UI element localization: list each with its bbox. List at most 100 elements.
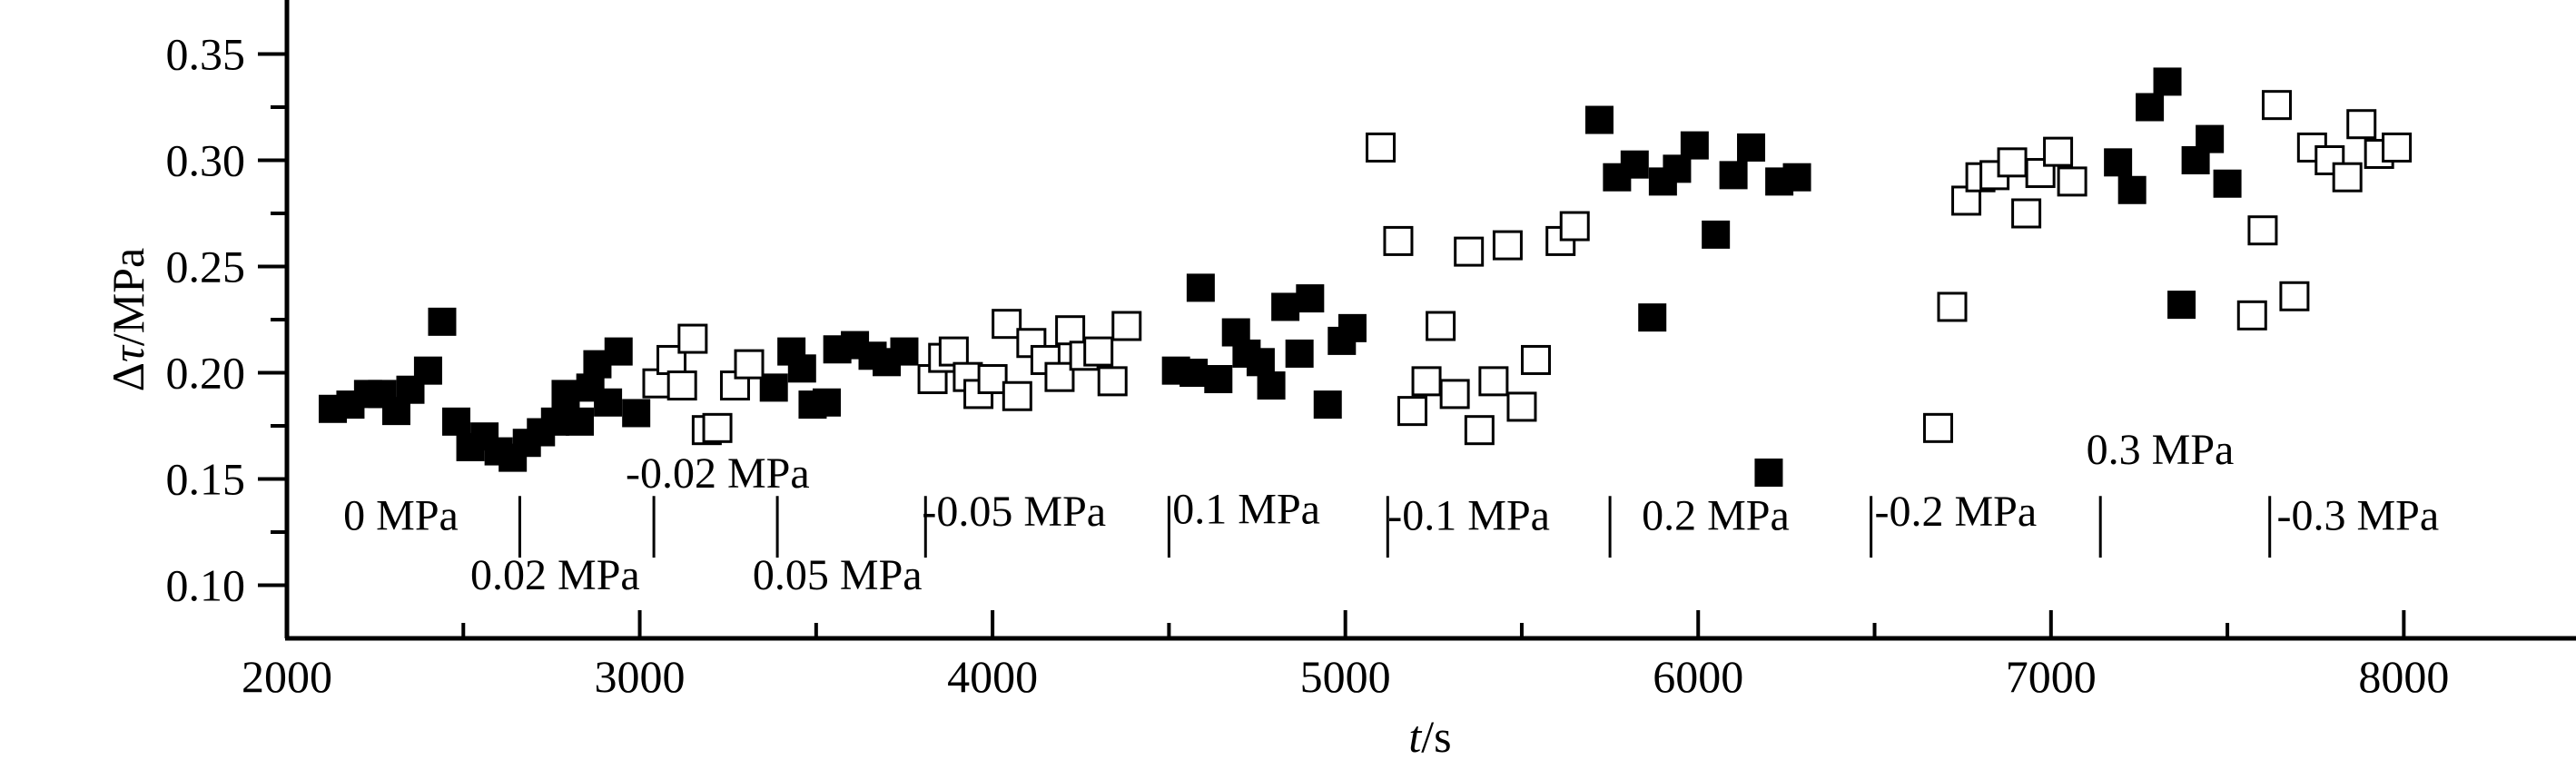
stage-label: -0.02 MPa <box>626 449 810 498</box>
y-axis-label: Δτ/MPa <box>103 248 153 391</box>
filled-square-point <box>1719 161 1748 190</box>
open-square-point <box>1383 225 1414 256</box>
open-square-point <box>1002 380 1032 411</box>
filled-square-point <box>1702 220 1731 249</box>
open-square-point <box>1997 147 2028 178</box>
filled-square-point <box>2213 169 2242 198</box>
stage-label: 0.05 MPa <box>753 551 923 599</box>
open-square-point <box>1478 366 1509 397</box>
open-square-point <box>1506 391 1537 422</box>
filled-square-point <box>1782 163 1811 192</box>
filled-square-point <box>413 356 442 385</box>
filled-square-point <box>604 337 633 366</box>
y-tick-label: 0.25 <box>166 242 246 292</box>
filled-square-point <box>1680 131 1709 160</box>
filled-square-point <box>1257 371 1286 400</box>
filled-square-point <box>2117 175 2147 204</box>
open-square-point <box>2261 90 2292 121</box>
filled-square-point <box>1313 390 1342 420</box>
filled-square-point <box>551 380 580 409</box>
open-square-point <box>2346 109 2377 140</box>
open-square-point <box>1492 230 1523 261</box>
x-tick-label: 7000 <box>2006 651 2097 702</box>
filled-square-point <box>1271 292 1300 321</box>
filled-square-point <box>428 307 457 336</box>
open-square-point <box>1055 315 1086 346</box>
filled-square-point <box>890 337 919 366</box>
open-square-point <box>1439 379 1470 410</box>
filled-square-point <box>812 388 841 417</box>
data-points <box>319 67 2413 487</box>
open-square-point <box>1559 211 1590 242</box>
open-square-point <box>2279 281 2310 311</box>
open-square-point <box>1097 366 1128 397</box>
filled-square-point <box>1186 273 1215 302</box>
x-tick-label: 6000 <box>1653 651 1743 702</box>
open-square-point <box>2011 198 2042 229</box>
open-square-point <box>702 412 733 443</box>
x-tick-label: 4000 <box>947 651 1038 702</box>
open-square-point <box>1454 236 1485 267</box>
filled-square-point <box>1337 313 1367 342</box>
stage-label: 0.3 MPa <box>2087 426 2235 474</box>
open-square-point <box>1426 311 1456 341</box>
x-tick-label: 3000 <box>595 651 686 702</box>
open-square-point <box>2236 300 2267 331</box>
filled-square-point <box>759 373 788 402</box>
stage-label: -0.05 MPa <box>922 488 1106 536</box>
filled-square-point <box>622 399 651 428</box>
x-tick-label: 8000 <box>2358 651 2449 702</box>
filled-square-point <box>1204 365 1233 394</box>
open-square-point <box>1411 366 1442 397</box>
open-square-point <box>2332 162 2363 192</box>
stage-label: -0.2 MPa <box>1875 488 2038 536</box>
open-square-point <box>1922 412 1953 443</box>
open-square-point <box>1397 396 1428 427</box>
x-tick-label: 2000 <box>242 651 332 702</box>
open-square-point <box>2043 136 2074 167</box>
open-square-point <box>1111 311 1142 341</box>
filled-square-point <box>1296 284 1325 313</box>
x-axis-ticks: 2000 3000 4000 5000 6000 7000 8000 <box>242 610 2449 702</box>
open-square-point <box>992 309 1022 340</box>
y-tick-label: 0.10 <box>166 560 246 611</box>
filled-square-point <box>1179 359 1209 387</box>
filled-square-point <box>1285 339 1314 368</box>
open-square-point <box>977 364 1008 395</box>
open-square-point <box>2247 215 2278 246</box>
filled-square-point <box>1246 348 1275 377</box>
filled-square-point <box>1638 303 1667 332</box>
open-square-point <box>1464 415 1495 446</box>
open-square-point <box>2057 166 2087 197</box>
filled-square-point <box>787 354 816 383</box>
y-tick-label: 0.30 <box>166 135 246 186</box>
filled-square-point <box>2196 124 2225 153</box>
filled-square-point <box>442 407 471 436</box>
open-square-point <box>1937 291 1968 322</box>
filled-square-point <box>540 407 569 436</box>
filled-square-point <box>2153 67 2182 96</box>
open-square-point <box>1521 344 1552 375</box>
stage-boundary-lines <box>518 496 2272 558</box>
filled-square-point <box>1620 150 1649 179</box>
open-square-point <box>666 370 697 401</box>
filled-square-point <box>368 380 397 409</box>
stage-label: 0.1 MPa <box>1172 486 1320 534</box>
y-tick-label: 0.35 <box>166 29 246 80</box>
open-square-point <box>1044 361 1075 392</box>
stage-label: 0.02 MPa <box>470 551 640 599</box>
y-axis-ticks: 0.10 0.15 0.20 0.25 0.30 0.35 <box>166 29 287 611</box>
x-tick-label: 5000 <box>1300 651 1391 702</box>
x-axis-label: t/s <box>1408 711 1451 762</box>
stage-label: 0.2 MPa <box>1642 492 1790 540</box>
open-square-point <box>938 336 969 367</box>
stage-label: -0.3 MPa <box>2276 492 2439 540</box>
y-tick-label: 0.20 <box>166 348 246 399</box>
filled-square-point <box>566 407 595 436</box>
y-tick-label: 0.15 <box>166 454 246 505</box>
filled-square-point <box>1754 458 1783 487</box>
open-square-point <box>734 349 765 380</box>
filled-square-point <box>1584 105 1614 134</box>
